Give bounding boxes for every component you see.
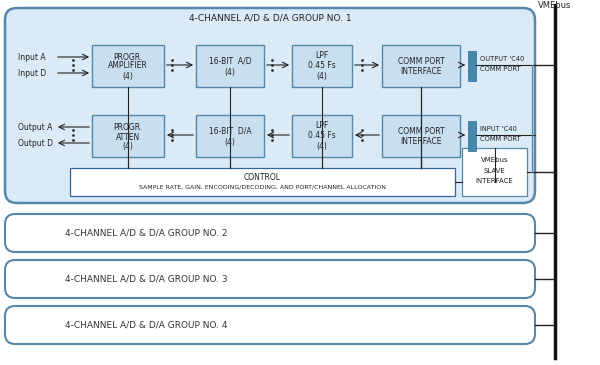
Text: COMM PORT: COMM PORT <box>480 136 521 142</box>
FancyBboxPatch shape <box>5 260 535 298</box>
Text: LPF: LPF <box>316 122 329 131</box>
Bar <box>382 115 460 157</box>
Bar <box>196 45 264 87</box>
Text: ATTEN: ATTEN <box>116 132 140 142</box>
Text: Input D: Input D <box>18 69 46 77</box>
Text: COMM PORT: COMM PORT <box>398 127 445 135</box>
FancyBboxPatch shape <box>5 306 535 344</box>
Text: 4-CHANNEL A/D & D/A GROUP NO. 3: 4-CHANNEL A/D & D/A GROUP NO. 3 <box>65 274 227 284</box>
Text: Output D: Output D <box>18 138 53 147</box>
Text: INTERFACE: INTERFACE <box>476 178 514 184</box>
Bar <box>92 115 164 157</box>
Text: (4): (4) <box>122 72 133 81</box>
Text: OUTPUT 'C40: OUTPUT 'C40 <box>480 56 524 62</box>
Text: 0.45 Fs: 0.45 Fs <box>308 131 336 141</box>
Text: COMM PORT: COMM PORT <box>480 66 521 72</box>
Bar <box>196 115 264 157</box>
FancyBboxPatch shape <box>5 8 535 203</box>
Text: AMPLIFIER: AMPLIFIER <box>108 61 148 70</box>
Bar <box>468 51 476 81</box>
Text: PROGR.: PROGR. <box>113 123 143 131</box>
Text: SAMPLE RATE, GAIN, ENCODING/DECODING, AND PORT/CHANNEL ALLOCATION: SAMPLE RATE, GAIN, ENCODING/DECODING, AN… <box>139 184 386 189</box>
Text: 0.45 Fs: 0.45 Fs <box>308 61 336 70</box>
Text: VMEbus: VMEbus <box>538 0 572 9</box>
Text: 4-CHANNEL A/D & D/A GROUP NO. 4: 4-CHANNEL A/D & D/A GROUP NO. 4 <box>65 320 227 330</box>
Text: INTERFACE: INTERFACE <box>400 68 442 77</box>
Bar <box>92 45 164 87</box>
Text: (4): (4) <box>317 142 328 150</box>
Text: VMEbus: VMEbus <box>481 157 508 163</box>
Text: (4): (4) <box>122 142 133 150</box>
Text: INTERFACE: INTERFACE <box>400 138 442 146</box>
FancyBboxPatch shape <box>5 214 535 252</box>
Text: Input A: Input A <box>18 53 46 61</box>
Text: Output A: Output A <box>18 123 52 131</box>
Text: 4-CHANNEL A/D & D/A GROUP NO. 2: 4-CHANNEL A/D & D/A GROUP NO. 2 <box>65 228 227 238</box>
Text: INPUT 'C40: INPUT 'C40 <box>480 126 517 132</box>
Bar <box>292 115 352 157</box>
Bar <box>462 148 527 196</box>
Bar <box>382 45 460 87</box>
Text: COMM PORT: COMM PORT <box>398 57 445 65</box>
Text: (4): (4) <box>224 69 235 77</box>
Text: LPF: LPF <box>316 51 329 61</box>
Bar <box>70 168 455 196</box>
Bar <box>292 45 352 87</box>
Text: (4): (4) <box>317 72 328 81</box>
Text: SLAVE: SLAVE <box>484 168 505 174</box>
Bar <box>468 121 476 151</box>
Text: 16-BIT  D/A: 16-BIT D/A <box>209 127 251 135</box>
Text: PROGR.: PROGR. <box>113 53 143 61</box>
Text: (4): (4) <box>224 138 235 147</box>
Text: 16-BIT  A/D: 16-BIT A/D <box>209 57 251 65</box>
Text: 4-CHANNEL A/D & D/A GROUP NO. 1: 4-CHANNEL A/D & D/A GROUP NO. 1 <box>188 14 352 23</box>
Text: CONTROL: CONTROL <box>244 173 281 181</box>
